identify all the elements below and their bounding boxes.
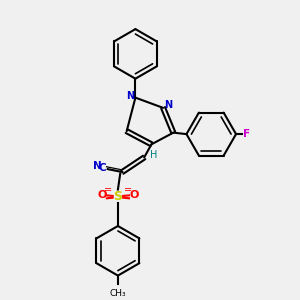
Text: S: S [113, 190, 122, 203]
Text: N: N [93, 161, 102, 171]
Text: F: F [243, 129, 250, 139]
Text: =: = [103, 185, 112, 195]
Text: N: N [164, 100, 172, 110]
Text: =: = [124, 185, 132, 195]
Text: H: H [150, 149, 158, 160]
Text: CH₃: CH₃ [110, 289, 126, 298]
Text: N: N [126, 91, 134, 101]
Text: O: O [97, 190, 106, 200]
Text: C: C [99, 163, 106, 173]
Text: O: O [129, 190, 139, 200]
